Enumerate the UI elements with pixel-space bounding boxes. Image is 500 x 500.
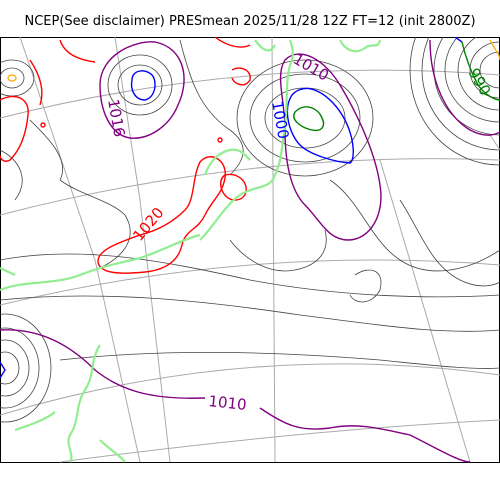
coastline xyxy=(203,148,251,176)
isobar-ring xyxy=(0,351,20,385)
isobar-ring xyxy=(433,37,500,136)
isobar xyxy=(0,295,500,332)
isobar-1000 xyxy=(0,361,6,379)
isobar-1020-group xyxy=(0,37,251,274)
isobar-1020 xyxy=(214,37,251,48)
longitude-line xyxy=(271,37,276,463)
longitude-line xyxy=(489,134,500,151)
isobar-1020 xyxy=(220,173,247,201)
isobar xyxy=(0,149,23,201)
isobar-990 xyxy=(293,106,325,132)
isobar-ring xyxy=(0,339,30,397)
isobar xyxy=(399,199,500,287)
isobar-1020 xyxy=(231,67,251,86)
isobar-ring xyxy=(117,64,163,106)
isobar xyxy=(229,229,327,272)
isobar-1000 xyxy=(454,37,463,43)
isobar-1020 xyxy=(0,95,29,162)
isobar-ring xyxy=(249,73,361,163)
longitude-line xyxy=(114,37,171,463)
coastline xyxy=(0,233,201,292)
isobar-1010 xyxy=(429,39,500,136)
coastline xyxy=(0,267,16,276)
coastline xyxy=(67,344,101,463)
isobar-1000 xyxy=(130,70,156,101)
pressure-map: 1010 1000 990 1016 1020 1010 xyxy=(0,37,500,463)
isobar-ring xyxy=(469,41,500,99)
isobar xyxy=(0,253,500,298)
isobar-ring xyxy=(0,327,40,409)
isobar-ring xyxy=(457,37,500,111)
isobar-1020 xyxy=(40,122,46,128)
isobar-ring xyxy=(236,59,374,177)
isobar-990-group xyxy=(293,41,500,132)
isobar-high xyxy=(7,74,17,82)
isobar-1016 xyxy=(99,41,185,139)
isobar-ring xyxy=(421,37,500,151)
latitude-line xyxy=(0,259,500,306)
isobar-1000 xyxy=(286,87,354,164)
isobar-1020 xyxy=(59,39,96,63)
coastline xyxy=(14,411,56,432)
isobar xyxy=(329,179,500,272)
isobar-ring xyxy=(0,67,25,89)
latitude-line xyxy=(0,363,500,416)
longitude-line xyxy=(19,37,141,463)
isobar xyxy=(349,269,382,303)
isobar-1000-group xyxy=(0,37,463,379)
isobar-1020 xyxy=(97,156,226,274)
isobar xyxy=(59,352,500,369)
coastline xyxy=(99,439,126,463)
latitude-line xyxy=(59,419,500,463)
isobar xyxy=(59,179,131,271)
isobar-1020 xyxy=(217,137,223,143)
graticule xyxy=(0,37,500,463)
contour-label-1010-bottom: 1010 xyxy=(208,392,248,414)
isobar-ring xyxy=(479,51,500,89)
isobar-ring xyxy=(0,313,52,423)
map-title: NCEP(See disclaimer) PRESmean 2025/11/28… xyxy=(24,14,476,29)
coastline xyxy=(339,39,382,53)
isobar-ring xyxy=(409,37,500,166)
coastline xyxy=(254,39,276,52)
isobar-1020 xyxy=(29,59,43,106)
isobar-ring xyxy=(444,37,500,123)
isobar-990 xyxy=(461,41,500,101)
isobar xyxy=(179,39,244,176)
thin-isobars xyxy=(0,37,500,423)
isobar xyxy=(29,119,63,181)
isobar-ring xyxy=(107,54,173,116)
isobar-1010 xyxy=(0,329,471,463)
latitude-line xyxy=(0,158,500,216)
coastline xyxy=(199,39,294,241)
longitude-line xyxy=(379,159,471,463)
coastlines xyxy=(0,39,382,463)
